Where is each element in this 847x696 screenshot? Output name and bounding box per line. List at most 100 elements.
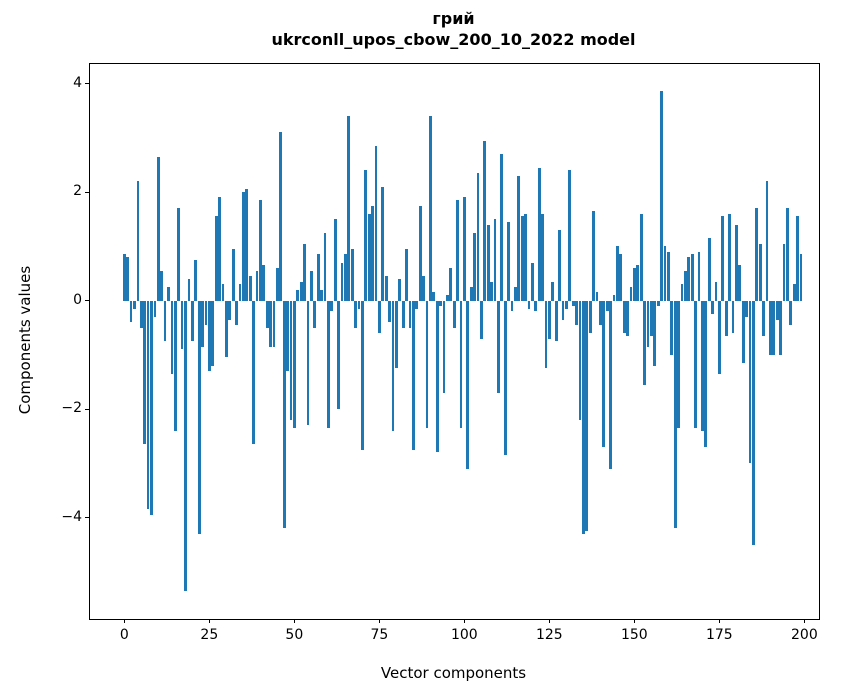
bar [775,300,779,320]
bar [571,300,575,306]
bar [143,300,147,445]
bar [136,181,140,301]
bar [221,284,225,301]
bar [364,170,368,301]
bar [350,249,354,301]
plot-area: 0 25 50 75 100 125 150 175 200 −4 −2 0 2 4 [61,63,820,643]
bar [503,300,507,456]
bar [619,254,623,301]
bar [422,276,425,301]
bar [425,300,429,429]
x-tick [633,619,635,623]
y-tick-label: 0 [73,291,82,308]
bar [789,300,793,325]
bar [595,292,599,301]
bar [609,300,612,469]
bar [602,300,606,447]
bar [299,281,303,301]
bar [449,267,453,301]
bar [429,116,432,301]
bar [694,300,697,429]
bar [704,300,708,447]
bar [316,254,320,301]
bar [728,213,731,301]
bar [241,192,245,301]
bar [497,300,500,393]
bar [711,300,714,315]
x-tick [718,619,720,623]
bar [248,276,252,301]
bar [245,189,249,301]
bar [282,300,286,529]
y-tick [85,408,89,410]
bar [265,300,269,328]
bar [156,156,160,301]
bar [616,246,619,301]
bar [772,300,776,355]
bar [286,300,289,372]
bar [456,200,459,301]
bar [646,300,650,347]
bar [398,278,402,301]
bar [520,216,524,301]
bar [486,224,490,301]
bar [252,300,255,445]
bar [207,300,211,372]
bar [309,270,313,301]
bar [605,300,609,312]
y-tick-label: 4 [73,74,82,91]
bar [408,300,412,328]
bar [585,300,589,532]
bar [163,300,167,342]
bar [690,254,694,301]
bar [340,262,344,301]
bar [507,221,510,301]
bar [782,243,786,301]
bar [405,249,408,301]
bar [796,216,799,301]
x-tick-label: 50 [285,627,304,643]
y-tick-label: −2 [61,400,82,417]
bar [459,300,463,429]
bar [357,300,361,309]
bar [633,267,636,301]
bar [714,281,718,301]
bar [211,300,215,366]
bar [435,300,439,453]
chart-title: грий ukrconll_upos_cbow_200_10_2022 mode… [89,8,818,50]
bar [551,281,555,301]
y-tick [85,517,89,519]
bar [129,300,133,323]
bar [378,300,381,334]
bar [384,276,388,301]
bar [527,300,531,309]
bar [561,300,565,320]
x-tick [208,619,210,623]
bar [432,292,436,301]
x-tick-label: 100 [450,627,478,643]
bar [173,300,177,431]
bar [323,232,327,301]
bar [745,300,748,317]
bar [537,167,541,301]
bar [565,300,568,309]
bar [650,300,653,336]
x-tick-label: 200 [791,627,818,643]
bar [677,300,680,429]
bar [306,300,310,426]
bar [238,284,242,301]
bar [313,300,317,328]
bar [333,219,337,301]
bar [660,90,663,301]
bar [639,213,643,301]
bar [197,300,201,534]
y-tick-label: 2 [73,183,82,200]
bar [347,116,351,301]
x-tick-label: 175 [705,627,733,643]
bar [292,300,296,429]
bar [799,254,803,301]
bar [738,265,742,301]
y-axis-label: Components values [16,265,34,415]
bar [122,254,126,301]
bar [687,257,691,301]
